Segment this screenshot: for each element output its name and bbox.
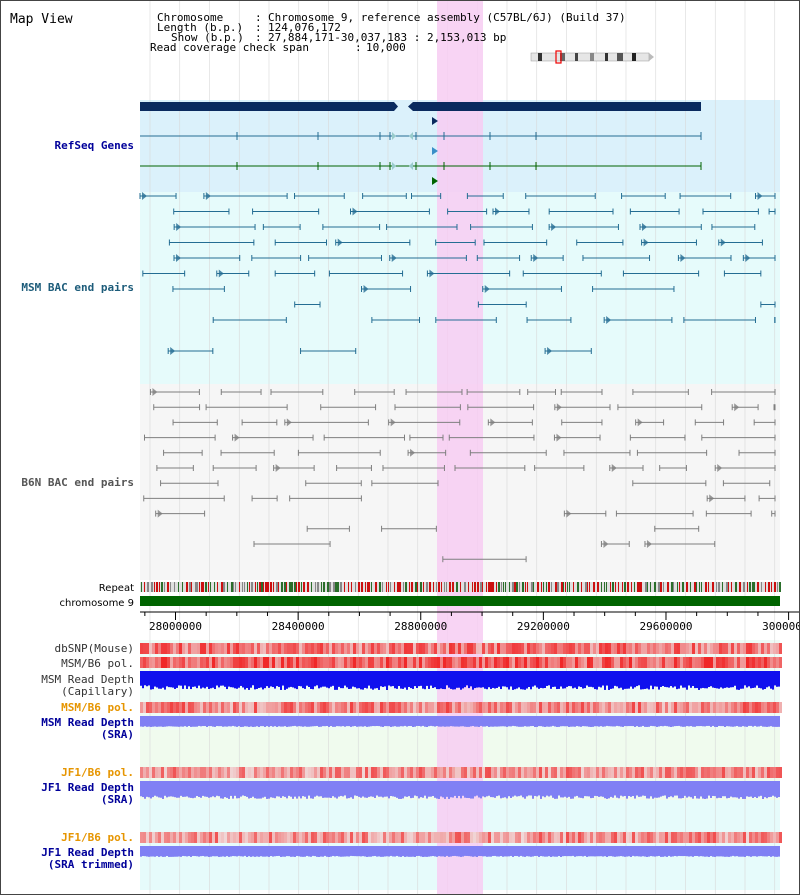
- read-depth-tracks[interactable]: [140, 671, 780, 857]
- jf1-read-depth-trim-label-1: JF1 Read Depth: [41, 846, 134, 859]
- msm-read-depth-sra-label-2: (SRA): [101, 728, 134, 741]
- svg-text::: :: [255, 21, 262, 34]
- show-value: 27,884,171-30,037,183 : 2,153,013 bp: [268, 31, 506, 44]
- msm-bac-pairs[interactable]: [139, 192, 776, 355]
- dbsnp-track-label: dbSNP(Mouse): [55, 642, 134, 655]
- jf1-read-depth-sra-label-1: JF1 Read Depth: [41, 781, 134, 794]
- msm-read-depth-cap-label-2: (Capillary): [61, 685, 134, 698]
- msm-bac-track-label[interactable]: MSM BAC end pairs: [21, 281, 134, 294]
- msm-b6-pol-label: MSM/B6 pol.: [61, 657, 134, 670]
- refseq-gene-bar[interactable]: [140, 102, 701, 111]
- length-label: Length (b.p.): [157, 21, 243, 34]
- jf1-b6-pol-label-2: JF1/B6 pol.: [61, 831, 134, 844]
- svg-text::: :: [255, 31, 262, 44]
- refseq-transcripts[interactable]: [140, 117, 702, 185]
- chromosome-bar[interactable]: [140, 596, 780, 606]
- chromosome-track-label: chromosome 9: [60, 598, 134, 609]
- chromosome-ideogram[interactable]: [530, 50, 654, 64]
- vertical-grid: [149, 0, 776, 895]
- axis-tick-label: 28000000: [149, 620, 202, 633]
- msm-read-depth-sra-label-1: MSM Read Depth: [41, 716, 134, 729]
- coverage-label: Read coverage check span: [150, 41, 309, 54]
- axis-tick-label: 29600000: [639, 620, 692, 633]
- polymorphism-tracks[interactable]: [140, 643, 782, 843]
- position-axis: 28000000 28400000 28800000 29200000 29600000…: [140, 611, 800, 633]
- refseq-track-label[interactable]: RefSeq Genes: [55, 139, 134, 152]
- repeat-track[interactable]: [140, 582, 781, 592]
- selected-region-highlight[interactable]: [437, 0, 483, 895]
- jf1-read-depth-sra-label-2: (SRA): [101, 793, 134, 806]
- jf1-b6-pol-label: JF1/B6 pol.: [61, 766, 134, 779]
- jf1-read-depth-trim-label-2: (SRA trimmed): [48, 858, 134, 871]
- b6n-bac-track-label[interactable]: B6N BAC end pairs: [21, 476, 134, 489]
- b6n-bac-pairs[interactable]: [143, 388, 776, 563]
- axis-tick-label: 28800000: [394, 620, 447, 633]
- page-title: Map View: [10, 12, 73, 27]
- show-label: Show (b.p.): [171, 31, 244, 44]
- svg-text::: :: [255, 11, 262, 24]
- repeat-track-label: Repeat: [99, 583, 134, 594]
- svg-text::: :: [355, 41, 362, 54]
- length-value: 124,076,172: [268, 21, 341, 34]
- axis-tick-label: 28400000: [272, 620, 325, 633]
- coverage-value: 10,000: [366, 41, 406, 54]
- msm-b6-pol-label-2: MSM/B6 pol.: [61, 701, 134, 714]
- ideogram-position-marker: [555, 50, 562, 64]
- axis-tick-label: 30000000: [762, 620, 800, 633]
- chromosome-value: Chromosome 9, reference assembly (C57BL/…: [268, 11, 626, 24]
- chromosome-label: Chromosome: [157, 11, 223, 24]
- msm-read-depth-cap-label-1: MSM Read Depth: [41, 673, 134, 686]
- axis-tick-label: 29200000: [517, 620, 570, 633]
